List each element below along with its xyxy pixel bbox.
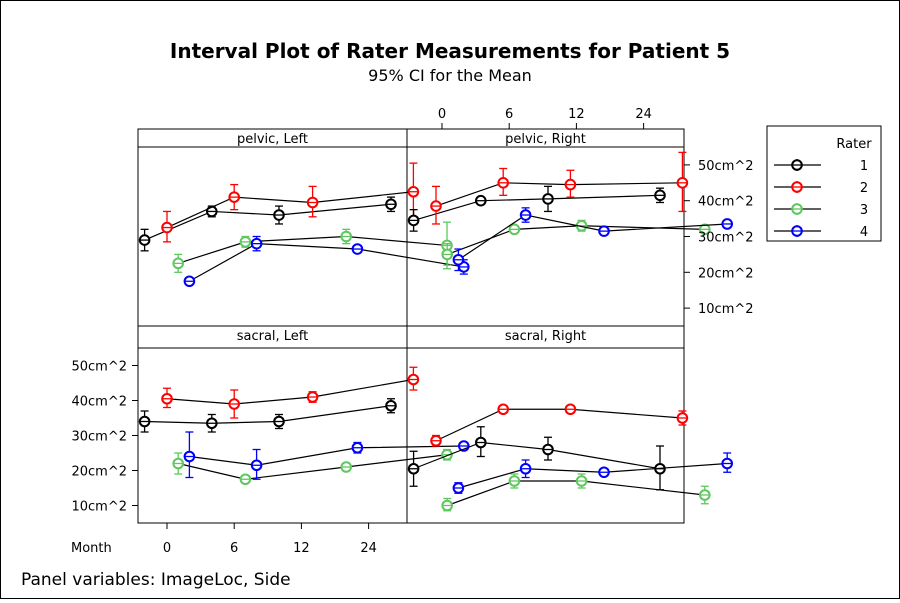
axes-layer: 10cm^2 20cm^2 30cm^2 40cm^2 50cm^2 10cm^2 20cm… [71,107,753,556]
series-line-rater-3 [178,454,448,480]
legend-label: 4 [860,225,868,240]
panel-strip-label: pelvic, Left [237,132,308,147]
panel-strip-label: sacral, Right [505,329,586,344]
series-line-rater-2 [166,378,414,405]
y-tick-label-right: 50cm^2 [698,159,754,174]
series-line-rater-4 [458,462,728,489]
x-tick-label-top: 24 [635,107,652,122]
series-line-rater-3 [446,225,705,255]
panels-layer: pelvic, Left pelvic, Right sacral, Left sac… [137,128,734,524]
legend-title: Rater [836,137,872,152]
y-tick-label-left: 10cm^2 [71,500,127,515]
y-tick-label-left: 40cm^2 [71,395,127,410]
panel-box [406,347,685,524]
y-tick-label-right: 40cm^2 [698,195,754,210]
series-line-rater-3 [178,235,448,264]
x-axis-label: Month [71,541,112,556]
y-tick-label-right: 30cm^2 [698,231,754,246]
legend: Rater 1 2 3 4 [766,125,882,242]
x-tick-label-top: 0 [438,107,446,122]
panel-box [137,347,408,524]
panel-strip-label: pelvic, Right [505,132,586,147]
series-line-rater-1 [144,203,392,241]
legend-label: 1 [860,159,868,174]
y-tick-label-left: 30cm^2 [71,430,127,445]
series-line-rater-3 [446,480,705,507]
panel-strip-label: sacral, Left [237,329,309,344]
series-line-rater-1 [413,441,661,470]
panel-3: sacral, Left [137,325,470,524]
footnote: Panel variables: ImageLoc, Side [21,570,291,590]
y-tick-label-left: 50cm^2 [71,360,127,375]
x-tick-label-top: 6 [505,107,513,122]
y-tick-label-left: 20cm^2 [71,465,127,480]
x-tick-label-bottom: 12 [293,541,310,556]
legend-label: 3 [860,203,868,218]
series-line-rater-4 [189,243,464,282]
series-line-rater-2 [435,408,683,442]
panel-box [406,146,685,327]
series-line-rater-2 [435,182,683,207]
series-line-rater-1 [413,194,661,221]
series-line-rater-4 [458,214,728,261]
chart-subtitle: 95% CI for the Mean [368,66,532,85]
panel-2: pelvic, Right [406,128,734,327]
chart-title: Interval Plot of Rater Measurements for … [170,39,730,63]
x-tick-label-bottom: 24 [360,541,377,556]
panel-1: pelvic, Left [137,128,470,327]
panel-box [137,146,408,327]
x-tick-label-top: 12 [568,107,585,122]
x-tick-label-bottom: 0 [163,541,171,556]
legend-box [766,125,882,242]
panel-4: sacral, Right [406,325,734,524]
series-line-rater-1 [144,405,392,424]
y-tick-label-right: 20cm^2 [698,266,754,281]
y-tick-label-right: 10cm^2 [698,302,754,317]
series-line-rater-4 [189,445,464,466]
x-tick-label-bottom: 6 [230,541,238,556]
series-line-rater-2 [166,191,414,229]
legend-label: 2 [860,181,868,196]
